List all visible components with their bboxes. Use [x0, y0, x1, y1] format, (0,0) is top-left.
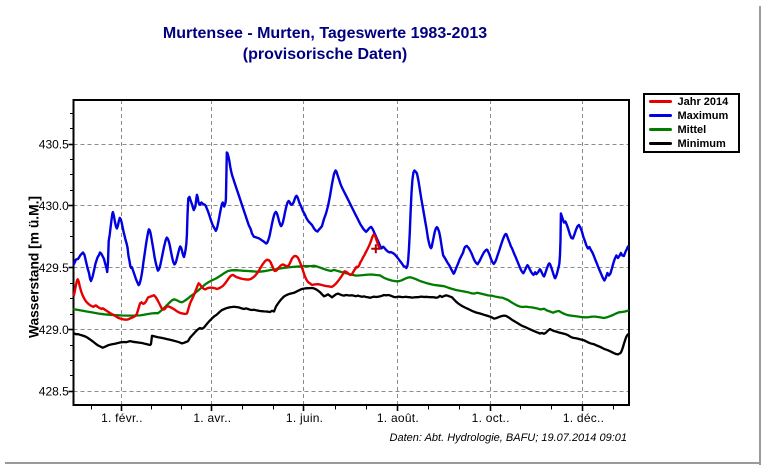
- svg-text:1. août.: 1. août.: [377, 411, 419, 425]
- svg-text:429.0: 429.0: [39, 323, 69, 337]
- svg-text:1. juin.: 1. juin.: [286, 411, 323, 425]
- svg-text:1. févr..: 1. févr..: [101, 411, 143, 425]
- svg-text:428.5: 428.5: [39, 385, 69, 399]
- svg-text:429.5: 429.5: [39, 261, 69, 275]
- svg-text:1. déc..: 1. déc..: [563, 411, 604, 425]
- svg-text:1. avr..: 1. avr..: [193, 411, 231, 425]
- svg-text:430.5: 430.5: [39, 137, 69, 151]
- svg-text:1. oct..: 1. oct..: [472, 411, 510, 425]
- svg-text:430.0: 430.0: [39, 199, 69, 213]
